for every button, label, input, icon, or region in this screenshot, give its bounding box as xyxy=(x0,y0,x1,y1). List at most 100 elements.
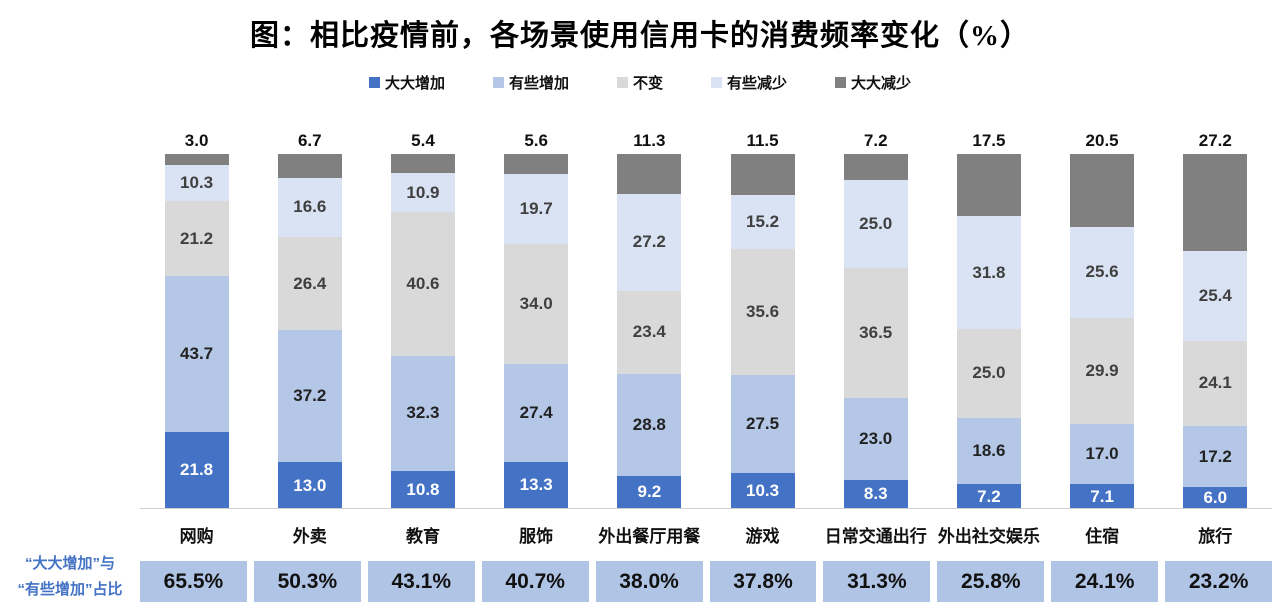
category-label: 网购 xyxy=(179,527,214,546)
footer-boxes: 65.5% 50.3% 43.1% 40.7% 38.0% 37.8% 31.3% 25.8%… xyxy=(140,561,1273,602)
legend-label: 有些增加 xyxy=(508,75,569,92)
bar-segment: 8.3 xyxy=(843,479,908,509)
category-row: 网购 外卖 教育 服饰 外出餐厅用餐 游戏 日常交通出行 外出社交娱乐 住宿 旅行 xyxy=(140,522,1272,547)
top-segment-value-label: 11.3 xyxy=(633,131,666,150)
legend-swatch-icon xyxy=(492,77,504,88)
bar-segment: 18.6 xyxy=(956,417,1021,484)
legend-item: 大大增加 xyxy=(368,72,445,93)
bar-column: 5.4 10.9 40.6 32.3 10.8 xyxy=(366,125,479,509)
bar-segment: 25.0 xyxy=(956,329,1021,418)
bar-column: 27.2 25.4 24.1 17.2 6.0 xyxy=(1159,125,1272,509)
top-segment-value-label: 20.5 xyxy=(1085,131,1119,150)
legend-swatch-icon xyxy=(616,77,628,88)
bar-segment: 10.3 xyxy=(730,472,795,510)
bar-column: 11.3 27.2 23.4 28.8 9.2 xyxy=(593,125,706,509)
category-label: 住宿 xyxy=(1085,527,1120,546)
bar-segment: 43.7 xyxy=(164,276,229,432)
category-label: 旅行 xyxy=(1198,527,1233,546)
bar-column: 7.2 25.0 36.5 23.0 8.3 xyxy=(819,125,932,509)
bar-segment: 6.0 xyxy=(1183,487,1248,509)
bar-column: 5.6 19.7 34.0 27.4 13.3 xyxy=(480,125,593,509)
combined-row-label-line2: “有些增加”占比 xyxy=(17,580,123,598)
stacked-bar: 10.9 40.6 32.3 10.8 xyxy=(390,154,455,509)
combined-percent-box: 38.0% xyxy=(595,561,703,602)
bar-segment: 13.0 xyxy=(277,462,342,509)
legend-swatch-icon xyxy=(835,77,847,88)
stacked-bar: 16.6 26.4 37.2 13.0 xyxy=(277,154,342,509)
bar-segment: 16.6 xyxy=(277,177,342,237)
bar-segment: 27.5 xyxy=(730,375,795,473)
combined-row-label: “大大增加”与 “有些增加”占比 xyxy=(2,551,138,602)
stacked-bar: 19.7 34.0 27.4 13.3 xyxy=(504,154,569,509)
bar-column: 3.0 10.3 21.2 43.7 21.8 xyxy=(140,125,253,509)
bar-segment: 32.3 xyxy=(390,355,455,471)
bar-segment: 29.9 xyxy=(1070,317,1135,424)
bar-segment: 7.1 xyxy=(1070,484,1135,510)
category-label: 游戏 xyxy=(745,527,780,546)
bar-segment xyxy=(843,154,908,180)
bar-segment: 34.0 xyxy=(504,243,569,365)
bar-segment: 24.1 xyxy=(1183,340,1248,427)
bar-segment: 26.4 xyxy=(277,236,342,331)
top-segment-value-label: 6.7 xyxy=(297,131,322,150)
legend-item: 有些增加 xyxy=(492,72,569,93)
bar-segment: 13.3 xyxy=(504,461,569,509)
combined-percent-box: 31.3% xyxy=(823,561,931,602)
bar-segment xyxy=(504,154,569,174)
bar-segment xyxy=(390,154,455,174)
bar-column: 20.5 25.6 29.9 17.0 7.1 xyxy=(1046,125,1159,510)
top-segment-value-label: 27.2 xyxy=(1198,131,1232,150)
stacked-bar: 10.3 21.2 43.7 21.8 xyxy=(164,154,229,509)
bar-segment: 23.4 xyxy=(617,290,682,374)
combined-row-label-line1: “大大增加”与 xyxy=(24,555,115,572)
bar-segment xyxy=(956,154,1021,217)
combined-percent-box: 24.1% xyxy=(1051,561,1159,602)
bar-segment: 21.2 xyxy=(164,201,229,277)
category-label: 外出社交娱乐 xyxy=(937,527,1040,546)
bar-segment: 27.2 xyxy=(617,194,682,291)
top-segment-value-label: 3.0 xyxy=(184,131,209,150)
category-label: 日常交通出行 xyxy=(824,527,927,546)
bar-segment: 17.0 xyxy=(1070,423,1135,485)
top-segment-value-label: 5.6 xyxy=(524,131,548,150)
bar-segment: 10.8 xyxy=(390,470,455,509)
combined-percent-box: 65.5% xyxy=(140,561,247,602)
top-segment-value-label: 7.2 xyxy=(863,131,888,150)
chart-title: 图：相比疫情前，各场景使用信用卡的消费频率变化（%） xyxy=(249,20,1030,52)
combined-percent-box: 40.7% xyxy=(481,561,589,602)
bar-segment xyxy=(1070,154,1135,227)
legend-swatch-icon xyxy=(711,77,722,88)
x-axis-line xyxy=(140,508,1272,509)
bar-columns: 3.0 10.3 21.2 43.7 21.8 6.7 16.6 26.4 37.2 13.0 5.… xyxy=(140,125,1272,510)
bar-segment: 27.4 xyxy=(504,364,569,462)
bar-segment xyxy=(617,154,682,195)
stacked-bar: 27.2 23.4 28.8 9.2 xyxy=(617,154,682,509)
legend-label: 有些减少 xyxy=(727,75,788,92)
combined-percent-box: 50.3% xyxy=(253,561,361,602)
category-label: 教育 xyxy=(405,527,440,546)
bar-segment: 37.2 xyxy=(277,330,342,463)
combined-percent-box: 43.1% xyxy=(367,561,475,602)
bar-segment: 35.6 xyxy=(730,248,795,376)
bar-segment: 25.4 xyxy=(1183,250,1248,341)
stacked-bar: 25.4 24.1 17.2 6.0 xyxy=(1183,154,1248,509)
combined-percent-box: 23.2% xyxy=(1165,561,1273,602)
chart-plot-area: 3.0 10.3 21.2 43.7 21.8 6.7 16.6 26.4 37.2 13.0 5.… xyxy=(140,125,1272,510)
bar-segment: 15.2 xyxy=(730,194,795,249)
stacked-bar: 15.2 35.6 27.5 10.3 xyxy=(730,154,795,510)
stacked-bar: 31.8 25.0 18.6 7.2 xyxy=(956,154,1021,510)
bar-segment: 9.2 xyxy=(617,475,682,509)
category-label: 服饰 xyxy=(519,527,554,546)
legend-item: 大大减少 xyxy=(835,72,911,93)
bar-segment: 36.5 xyxy=(843,268,908,398)
bar-segment xyxy=(1183,154,1248,251)
legend-item: 不变 xyxy=(616,72,663,93)
bar-segment: 17.2 xyxy=(1183,426,1248,488)
legend-swatch-icon xyxy=(368,77,380,88)
bar-segment: 23.0 xyxy=(843,397,908,480)
bar-segment xyxy=(277,154,342,178)
combined-percent-box: 37.8% xyxy=(709,561,817,602)
bar-segment: 10.9 xyxy=(390,173,455,212)
top-segment-value-label: 5.4 xyxy=(411,131,435,150)
bar-segment: 31.8 xyxy=(956,216,1021,329)
